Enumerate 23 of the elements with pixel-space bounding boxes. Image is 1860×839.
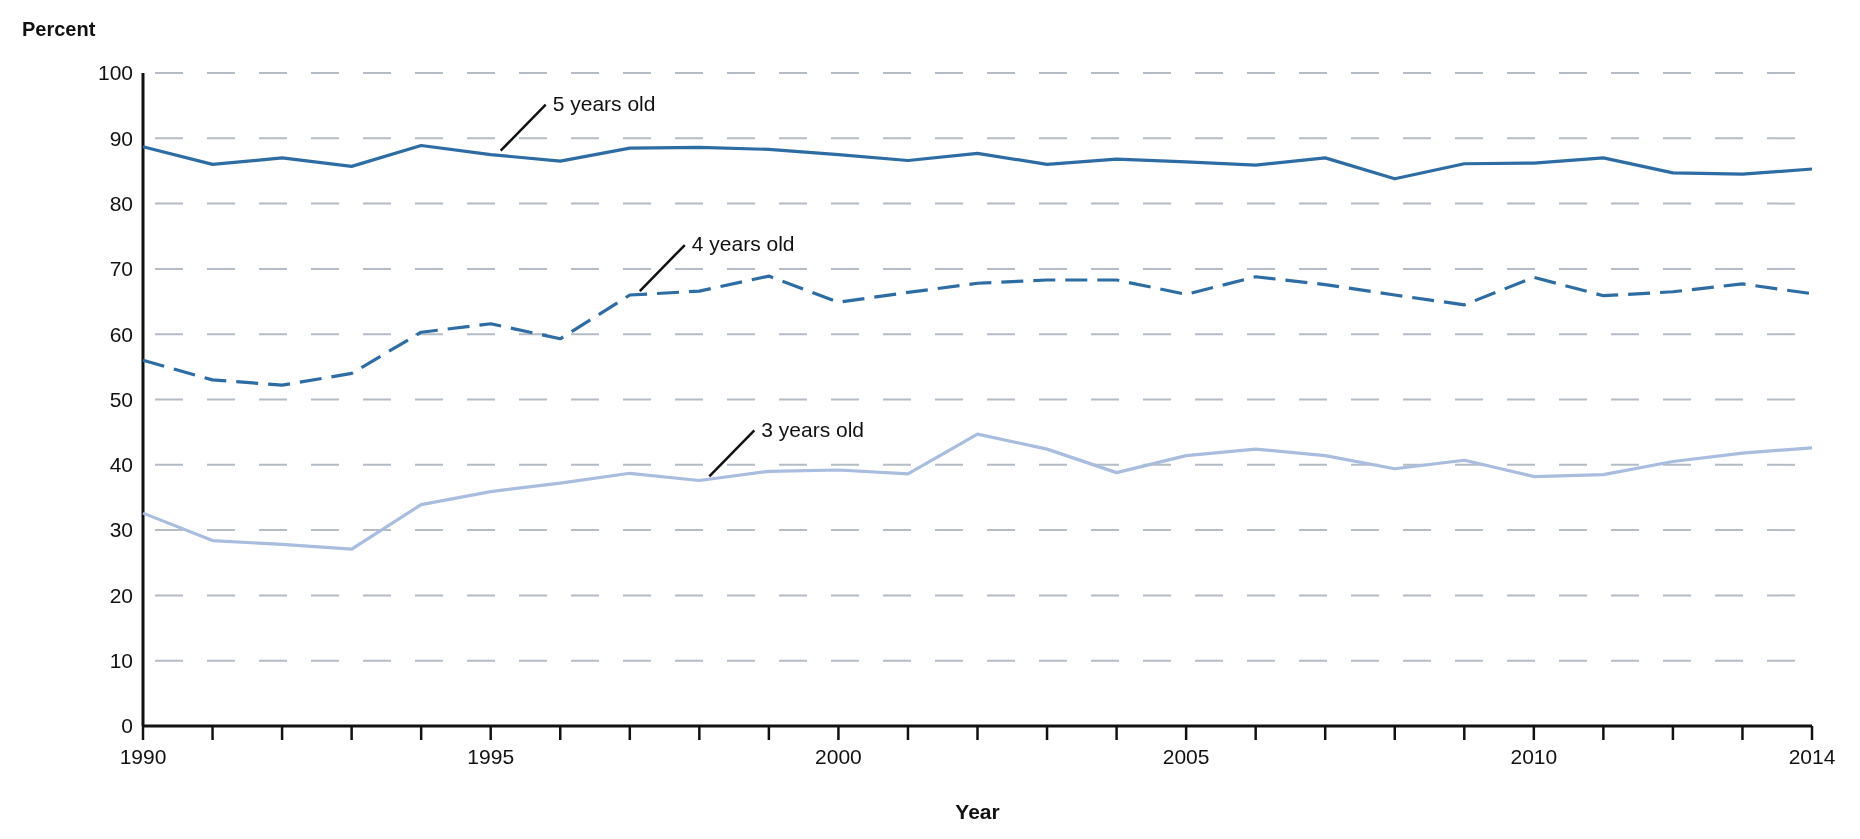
series-label: 5 years old (552, 91, 656, 115)
line-series (141, 143, 1814, 181)
x-tick-label: 2005 (1162, 745, 1210, 768)
y-tick-label: 10 (109, 649, 133, 673)
y-tick-label: 40 (109, 453, 133, 477)
x-tick-label: 2014 (1788, 745, 1836, 768)
series-label: 3 years old (761, 417, 865, 441)
x-tick-label: 1995 (467, 745, 515, 768)
y-tick-label: 30 (109, 518, 133, 542)
y-tick-label: 80 (109, 191, 133, 215)
x-tick-label: 1990 (119, 745, 167, 768)
y-tick-label: 50 (109, 387, 133, 411)
y-tick-label: 60 (109, 322, 133, 346)
x-tick-label: 2000 (815, 745, 862, 768)
y-tick-label: 100 (97, 61, 133, 85)
y-tick-label: 0 (121, 714, 133, 738)
y-tick-label: 90 (109, 126, 133, 150)
x-tick-label: 2010 (1510, 745, 1558, 768)
x-axis-title: Year (955, 800, 1000, 823)
y-axis-title: Percent (22, 18, 96, 40)
y-tick-label: 20 (109, 583, 133, 607)
series-label: 4 years old (691, 232, 795, 256)
y-tick-label: 70 (109, 257, 133, 281)
